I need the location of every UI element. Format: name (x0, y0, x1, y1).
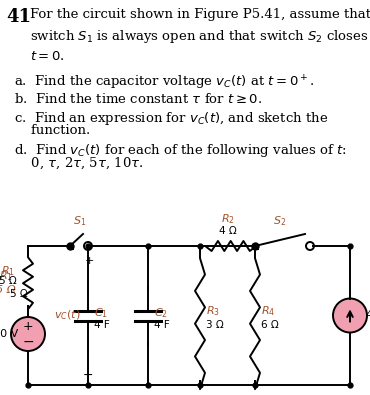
Text: 4 Ω: 4 Ω (219, 226, 236, 236)
Text: 4 F: 4 F (94, 320, 110, 331)
Text: For the circuit shown in Figure P5.41, assume that
switch $S_1$ is always open a: For the circuit shown in Figure P5.41, a… (30, 8, 370, 63)
Text: −: − (83, 369, 93, 382)
Text: c.  Find an expression for $v_C(t)$, and sketch the: c. Find an expression for $v_C(t)$, and … (14, 110, 328, 127)
Text: $R_4$: $R_4$ (261, 305, 275, 318)
Text: $S_1$: $S_1$ (73, 214, 87, 228)
Text: $C_2$: $C_2$ (154, 307, 168, 320)
Text: 20 V: 20 V (0, 329, 18, 339)
Text: 5 Ω: 5 Ω (0, 276, 17, 286)
Text: 5 Ω: 5 Ω (10, 289, 28, 299)
Text: 41: 41 (6, 8, 31, 26)
Text: $S_2$: $S_2$ (273, 214, 287, 228)
Text: $R_1$
5 Ω: $R_1$ 5 Ω (0, 269, 16, 295)
Text: 6 Ω: 6 Ω (261, 320, 279, 331)
Text: $R_1$: $R_1$ (1, 264, 15, 278)
Text: −: − (22, 335, 34, 349)
Text: +: + (84, 256, 94, 266)
Text: $R_2$: $R_2$ (221, 212, 235, 226)
Circle shape (11, 317, 45, 351)
Text: function.: function. (14, 124, 90, 137)
Text: $C_1$: $C_1$ (94, 307, 108, 320)
Text: 3 Ω: 3 Ω (206, 320, 224, 331)
Text: b.  Find the time constant $\tau$ for $t \geq 0$.: b. Find the time constant $\tau$ for $t … (14, 92, 262, 106)
Text: $R_3$: $R_3$ (206, 305, 220, 318)
Circle shape (333, 299, 367, 333)
Text: 4 F: 4 F (154, 320, 170, 331)
Text: d.  Find $v_C(t)$ for each of the following values of $t$:: d. Find $v_C(t)$ for each of the followi… (14, 142, 347, 159)
Text: a.  Find the capacitor voltage $v_C(t)$ at $t = 0^+$.: a. Find the capacitor voltage $v_C(t)$ a… (14, 74, 314, 92)
Text: 0, $\tau$, 2$\tau$, 5$\tau$, 10$\tau$.: 0, $\tau$, 2$\tau$, 5$\tau$, 10$\tau$. (14, 156, 144, 171)
Text: +: + (23, 320, 33, 333)
Text: $v_C(t)$: $v_C(t)$ (54, 309, 80, 322)
Text: 4 A: 4 A (366, 310, 370, 320)
